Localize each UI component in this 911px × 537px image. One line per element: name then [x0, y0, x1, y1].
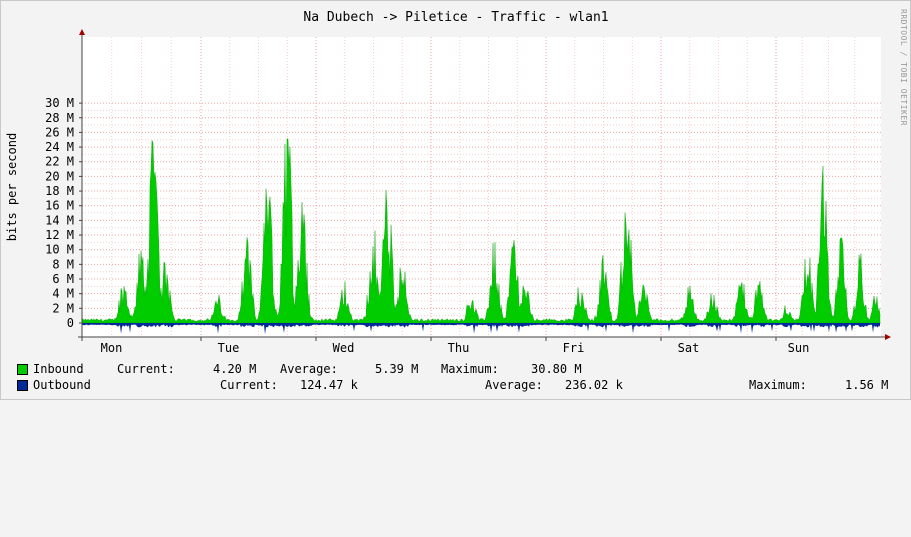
y-tick-label: 14 M — [45, 213, 74, 227]
graph-frame: Na Dubech -> Piletice - Traffic - wlan1 … — [0, 0, 911, 400]
x-tick-label: Sun — [788, 341, 810, 355]
outbound-maximum-label: Maximum: — [749, 378, 807, 392]
x-tick-label: Tue — [218, 341, 240, 355]
y-tick-label: 12 M — [45, 228, 74, 242]
y-axis-label: bits per second — [5, 133, 19, 241]
outbound-current-label: Current: — [220, 378, 278, 392]
outbound-maximum-value: 1.56 M — [845, 378, 889, 392]
chart-title: Na Dubech -> Piletice - Traffic - wlan1 — [303, 10, 608, 25]
y-tick-label: 6 M — [52, 272, 74, 286]
y-tick-label: 10 M — [45, 243, 74, 257]
x-tick-label: Fri — [563, 341, 585, 355]
outbound-area — [82, 323, 880, 335]
inbound-area — [81, 138, 881, 324]
y-tick-label: 4 M — [52, 287, 74, 301]
x-tick-label: Sat — [678, 341, 700, 355]
x-tick-label: Thu — [448, 341, 470, 355]
outbound-average-value: 236.02 k — [565, 378, 623, 392]
y-tick-label: 28 M — [45, 111, 74, 125]
y-tick-label: 18 M — [45, 184, 74, 198]
inbound-average-value: 5.39 M — [375, 362, 419, 376]
inbound-average-label: Average: — [280, 362, 338, 376]
y-tick-labels: 02 M4 M6 M8 M10 M12 M14 M16 M18 M20 M22 … — [45, 96, 74, 330]
legend: Inbound Current: 4.20 M Average: 5.39 M … — [17, 361, 897, 393]
x-tick-label: Wed — [333, 341, 355, 355]
x-axis-arrow — [885, 334, 891, 340]
outbound-average-label: Average: — [485, 378, 543, 392]
y-tick-label: 20 M — [45, 169, 74, 183]
axes — [78, 29, 891, 341]
y-tick-label: 22 M — [45, 155, 74, 169]
rrdtool-watermark: RRDTOOL / TOBI OETIKER — [899, 9, 908, 126]
outbound-current-value: 124.47 k — [300, 378, 358, 392]
y-tick-label: 2 M — [52, 301, 74, 315]
inbound-swatch — [17, 364, 28, 375]
inbound-label: Inbound — [33, 362, 84, 376]
inbound-maximum-label: Maximum: — [441, 362, 499, 376]
inbound-current-label: Current: — [117, 362, 175, 376]
x-tick-labels: Mon Tue Wed Thu Fri Sat Sun — [101, 341, 810, 355]
y-tick-label: 16 M — [45, 199, 74, 213]
y-tick-label: 26 M — [45, 125, 74, 139]
legend-row-inbound: Inbound Current: 4.20 M Average: 5.39 M … — [17, 361, 897, 377]
y-tick-label: 30 M — [45, 96, 74, 110]
x-tick-label: Mon — [101, 341, 123, 355]
traffic-chart: Na Dubech -> Piletice - Traffic - wlan1 … — [5, 9, 908, 355]
y-tick-label: 24 M — [45, 140, 74, 154]
y-tick-label: 8 M — [52, 257, 74, 271]
y-axis-arrow — [79, 29, 85, 35]
y-tick-label: 0 — [67, 316, 74, 330]
inbound-maximum-value: 30.80 M — [531, 362, 582, 376]
outbound-swatch — [17, 380, 28, 391]
legend-row-outbound: Outbound Current: 124.47 k Average: 236.… — [17, 377, 897, 393]
outbound-label: Outbound — [33, 378, 91, 392]
series-areas — [81, 138, 881, 335]
inbound-current-value: 4.20 M — [213, 362, 257, 376]
plot-background — [82, 37, 881, 337]
